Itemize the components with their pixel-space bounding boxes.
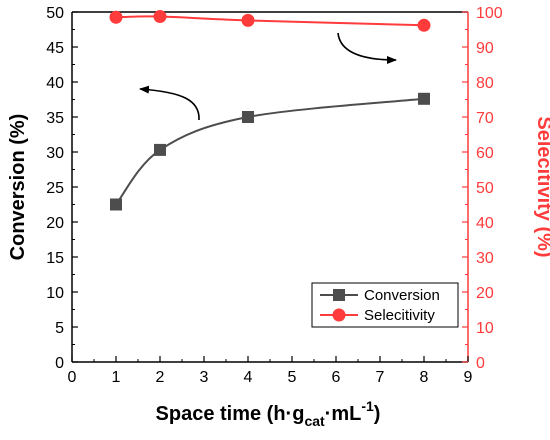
x-tick-label: 1 (112, 369, 121, 386)
data-point-conversion (418, 92, 430, 105)
data-point-selecitivity (109, 10, 123, 24)
legend-marker-conversion (333, 289, 345, 301)
x-tick-label: 3 (200, 369, 209, 386)
x-tick-label: 2 (156, 369, 165, 386)
x-tick-label: 7 (376, 369, 385, 386)
y-tick-label-right: 90 (476, 40, 494, 57)
legend: Conversion Selecitivity (311, 282, 459, 328)
y-tick-label-right: 20 (476, 285, 494, 302)
data-point-selecitivity (417, 18, 431, 32)
legend-label-conversion: Conversion (364, 287, 440, 304)
y-tick-label-right: 30 (476, 250, 494, 267)
y-tick-label-left: 35 (46, 110, 64, 127)
y-tick-label-right: 0 (476, 355, 485, 372)
y-tick-label-right: 40 (476, 215, 494, 232)
y-tick-label-right: 10 (476, 320, 494, 337)
y-tick-label-left: 0 (55, 355, 64, 372)
x-tick-label: 8 (420, 369, 429, 386)
legend-label-selecitivity: Selecitivity (364, 307, 435, 324)
y-axis-title-left: Conversion (%) (7, 114, 29, 261)
x-tick-label: 9 (464, 369, 473, 386)
x-tick-label: 6 (332, 369, 341, 386)
annotation-arrow-right (337, 32, 397, 64)
x-tick-label: 4 (244, 369, 253, 386)
x-tick-label: 5 (288, 369, 297, 386)
y-tick-label-left: 50 (46, 5, 64, 22)
series-line-conversion (115, 97, 425, 206)
x-axis-title: Space time (h·gcat·mL-1) (156, 398, 381, 429)
annotation-arrow-left (139, 85, 200, 121)
y-tick-label-left: 5 (55, 320, 64, 337)
data-point-conversion (154, 143, 166, 156)
y-tick-label-left: 15 (46, 250, 64, 267)
y-tick-label-right: 50 (476, 180, 494, 197)
data-point-selecitivity (153, 10, 167, 24)
y-tick-label-left: 40 (46, 75, 64, 92)
y-tick-label-left: 25 (46, 180, 64, 197)
y-tick-label-right: 60 (476, 145, 494, 162)
x-axis-title-subscript: cat (304, 413, 325, 429)
y-tick-label-right: 70 (476, 110, 494, 127)
x-tick-label: 0 (68, 369, 77, 386)
y-tick-label-right: 80 (476, 75, 494, 92)
data-point-conversion (110, 198, 122, 211)
y-tick-label-right: 100 (476, 5, 503, 22)
x-axis-title-superscript: -1 (361, 398, 374, 414)
y-tick-label-left: 45 (46, 40, 64, 57)
data-point-selecitivity (241, 13, 255, 27)
y-tick-label-left: 10 (46, 285, 64, 302)
y-tick-label-left: 20 (46, 215, 64, 232)
y-tick-label-left: 30 (46, 145, 64, 162)
y-axis-title-right: Selecitivity (%) (533, 116, 550, 257)
data-point-conversion (242, 111, 254, 123)
legend-marker-selecitivity (332, 308, 346, 322)
series-line-selecitivity (115, 15, 425, 27)
